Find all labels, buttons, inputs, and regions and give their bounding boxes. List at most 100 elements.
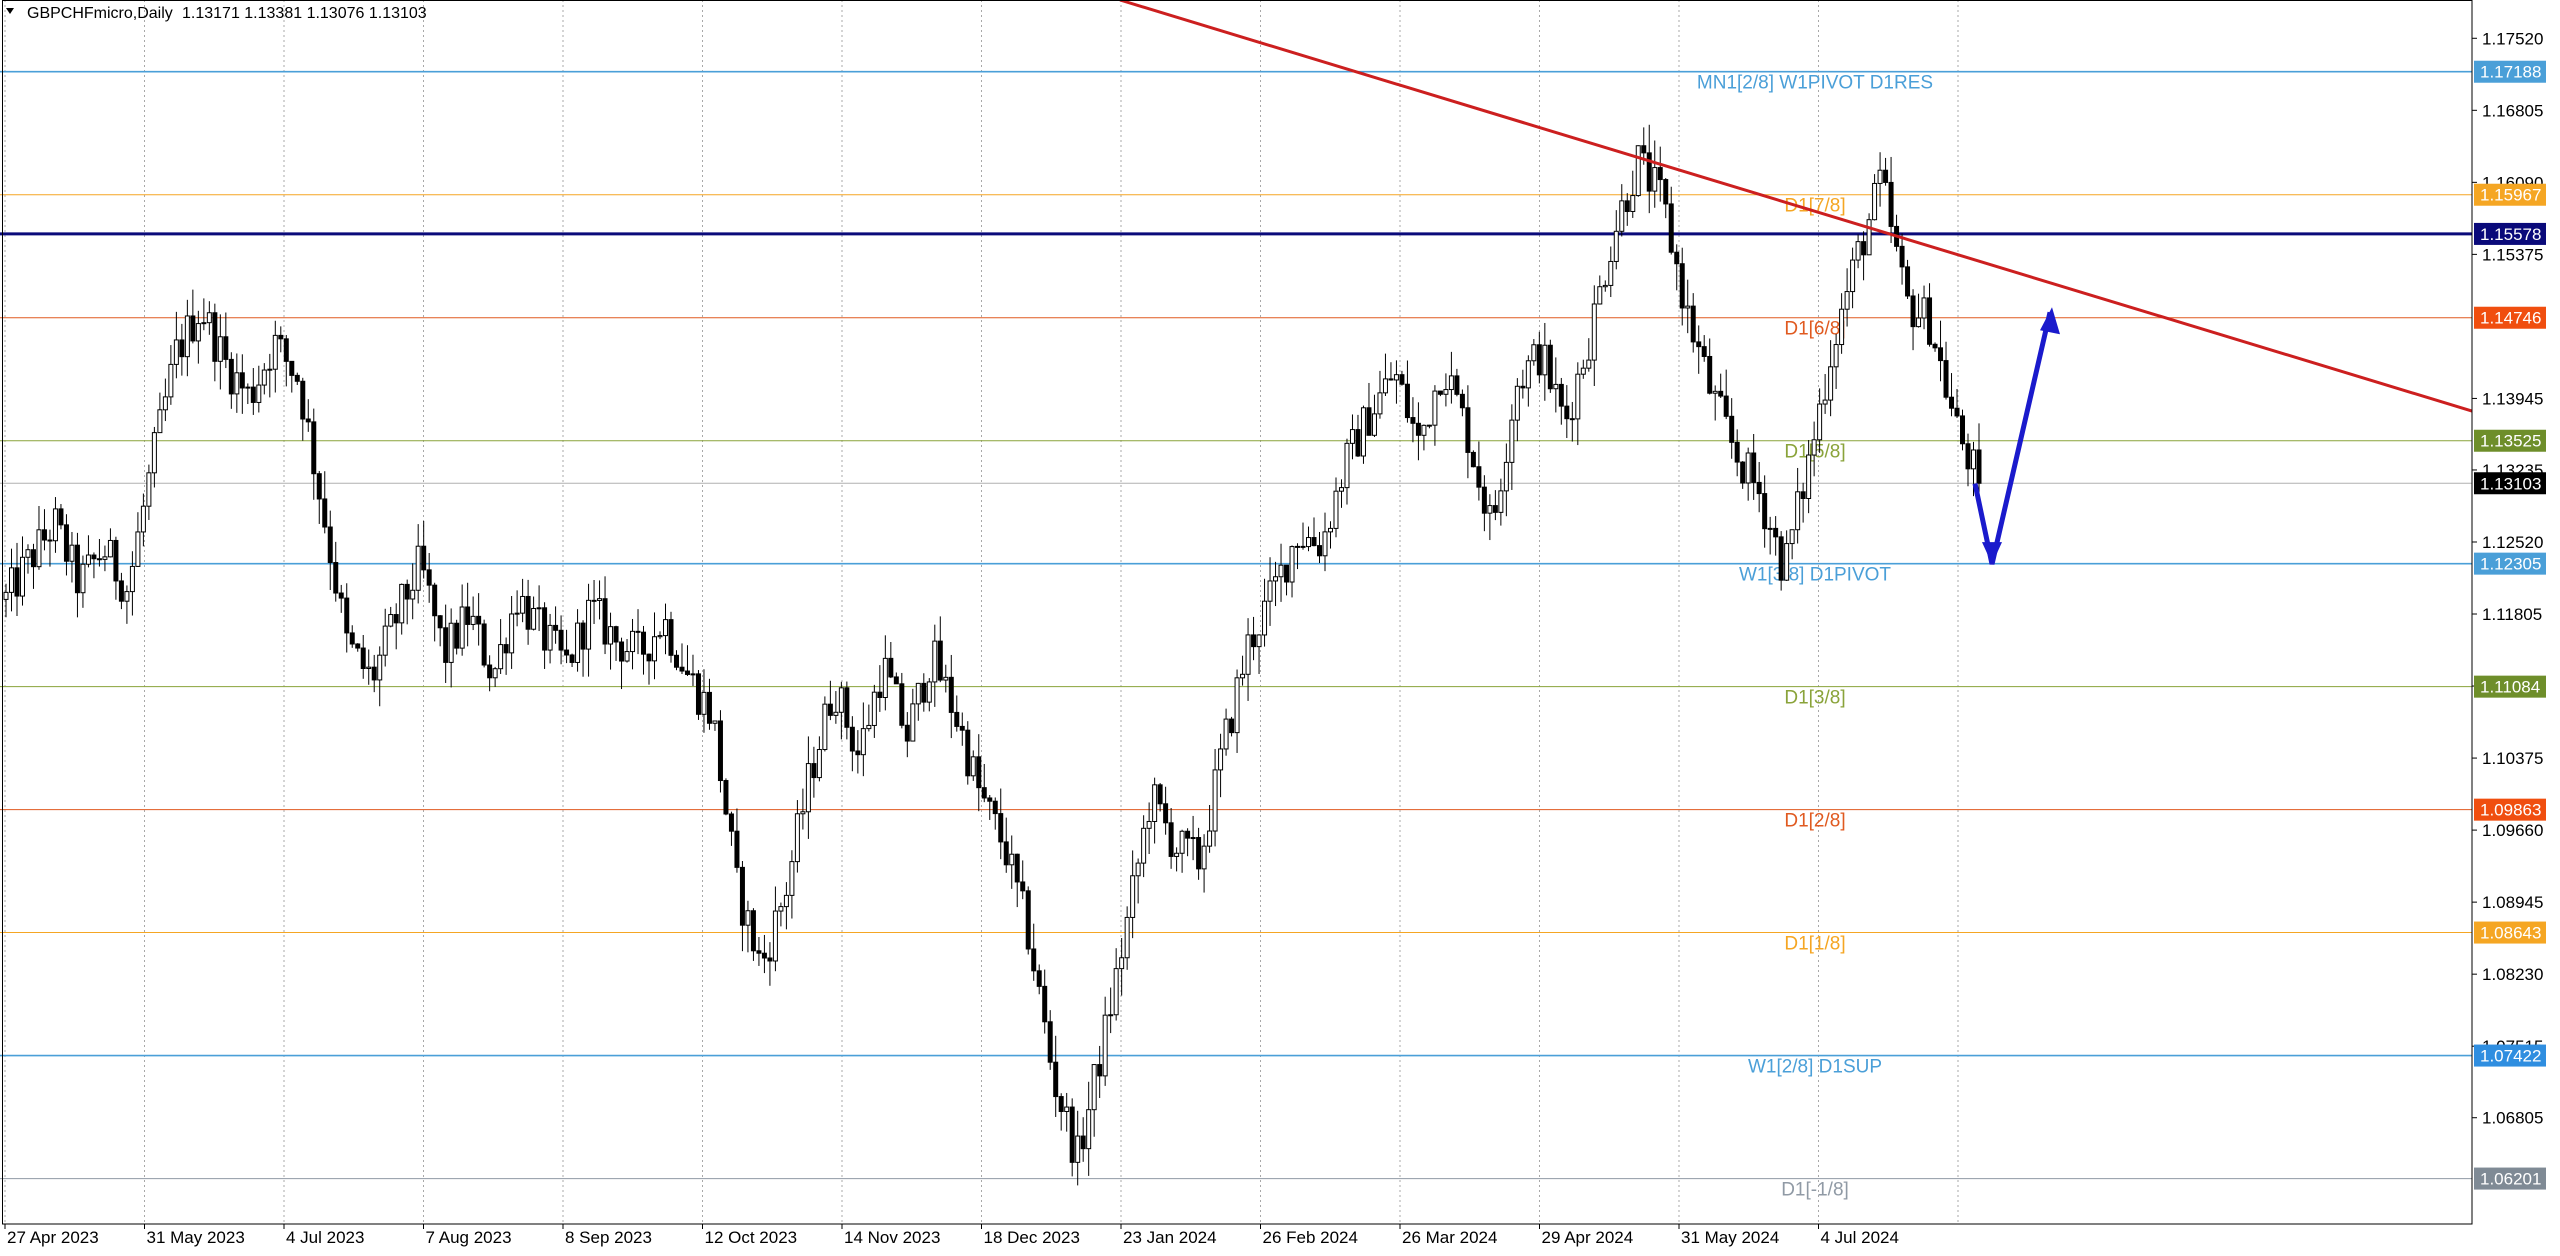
candle-bull <box>789 861 795 896</box>
candle-bull <box>245 386 251 389</box>
candle-bear <box>1229 718 1235 734</box>
candle-bull <box>52 508 58 542</box>
y-tick-label: 1.10375 <box>2482 749 2543 768</box>
candle-bear <box>30 549 36 568</box>
candle-bear <box>1025 890 1031 950</box>
candle-bull <box>630 630 636 653</box>
triangle-down-icon[interactable] <box>6 8 14 14</box>
x-tick-label: 8 Sep 2023 <box>565 1228 652 1247</box>
candle-bear <box>437 615 443 629</box>
candle-bull <box>1234 677 1240 734</box>
candle-bull <box>833 711 839 716</box>
candle-bull <box>1240 673 1246 679</box>
candle-bear <box>965 729 971 777</box>
candle-bear <box>1883 169 1889 183</box>
candle-bear <box>767 957 773 962</box>
candle-bull <box>1371 413 1377 436</box>
candle-bull <box>915 682 921 705</box>
y-tick-label: 1.06805 <box>2482 1109 2543 1128</box>
candle-bear <box>1976 449 1982 484</box>
price-axis: 1.175201.168051.160901.153751.139451.132… <box>2472 29 2543 1128</box>
candle-bull <box>1075 1135 1081 1163</box>
candle-bear <box>179 339 185 358</box>
candle-bear <box>706 691 712 724</box>
candle-bull <box>1273 576 1279 582</box>
candle-bull <box>1306 537 1312 548</box>
candle-bull <box>157 409 163 434</box>
level-label: D1[7/8] <box>1784 196 1845 217</box>
vertical-grid <box>4 0 1959 1224</box>
candle-bear <box>1366 407 1372 436</box>
candle-bear <box>1014 853 1020 883</box>
candle-bear <box>646 653 652 662</box>
candle-bull <box>1509 419 1515 463</box>
candle-bull <box>1597 286 1603 305</box>
candle-bear <box>756 950 762 954</box>
candle-bull <box>1102 1014 1108 1077</box>
candle-bear <box>1965 443 1971 470</box>
candle-bull <box>1784 543 1790 581</box>
candle-bear <box>855 750 861 756</box>
candle-bull <box>1514 385 1520 421</box>
candle-bear <box>1729 415 1735 443</box>
candle-bear <box>734 830 740 868</box>
candle-bear <box>992 800 998 815</box>
candle-bull <box>1844 291 1850 310</box>
candle-bull <box>261 369 267 386</box>
candle-bull <box>1811 439 1817 456</box>
candle-bull <box>146 472 152 507</box>
candle-bull <box>492 668 498 679</box>
candle-bear <box>959 725 965 731</box>
price-tag-label: 1.09863 <box>2480 801 2541 820</box>
candle-bull <box>1393 374 1399 381</box>
candle-bull <box>866 724 872 730</box>
price-tag-label: 1.08643 <box>2480 924 2541 943</box>
candle-bull <box>1580 367 1586 375</box>
forecast-arrow-group <box>1972 307 2060 565</box>
candle-bear <box>223 336 229 360</box>
candle-bull <box>1806 454 1812 499</box>
candle-bull <box>1745 452 1751 484</box>
candle-bull <box>107 539 113 558</box>
candle-bear <box>355 643 361 649</box>
candle-bear <box>888 657 894 678</box>
candle-bull <box>1855 241 1861 261</box>
candle-bull <box>1146 820 1152 829</box>
level-label: D1[6/8] <box>1784 319 1845 340</box>
y-tick-label: 1.08230 <box>2482 965 2543 984</box>
candle-bear <box>1734 441 1740 463</box>
candle-bear <box>1454 375 1460 395</box>
candle-bull <box>1091 1064 1097 1111</box>
candle-bull <box>8 567 14 593</box>
x-tick-label: 26 Mar 2024 <box>1402 1228 1497 1247</box>
candle-bull <box>514 612 520 615</box>
candle-bear <box>987 797 993 802</box>
candle-bull <box>1872 182 1878 221</box>
candle-bear <box>1778 536 1784 581</box>
candle-bear <box>1943 360 1949 398</box>
candle-bear <box>63 524 69 562</box>
candle-bear <box>1311 537 1317 547</box>
candle-bear <box>1960 415 1966 445</box>
price-tag-label: 1.15578 <box>2480 225 2541 244</box>
candle-bull <box>410 589 416 600</box>
candle-bull <box>80 563 86 594</box>
candle-bull <box>597 598 603 602</box>
candle-bull <box>1921 297 1927 319</box>
candle-bear <box>613 626 619 643</box>
level-label: D1[-1/8] <box>1781 1180 1849 1201</box>
candle-bear <box>761 952 767 959</box>
candle-bear <box>58 508 64 526</box>
candle-bull <box>1201 845 1207 870</box>
level-label: D1[3/8] <box>1784 688 1845 709</box>
candle-bear <box>1564 405 1570 420</box>
candle-bear <box>1185 830 1191 839</box>
candle-bull <box>1553 383 1559 390</box>
candle-bear <box>1861 241 1867 256</box>
y-tick-label: 1.15375 <box>2482 245 2543 264</box>
candle-bull <box>415 545 421 591</box>
y-tick-label: 1.13945 <box>2482 389 2543 408</box>
candle-bull <box>608 626 614 645</box>
